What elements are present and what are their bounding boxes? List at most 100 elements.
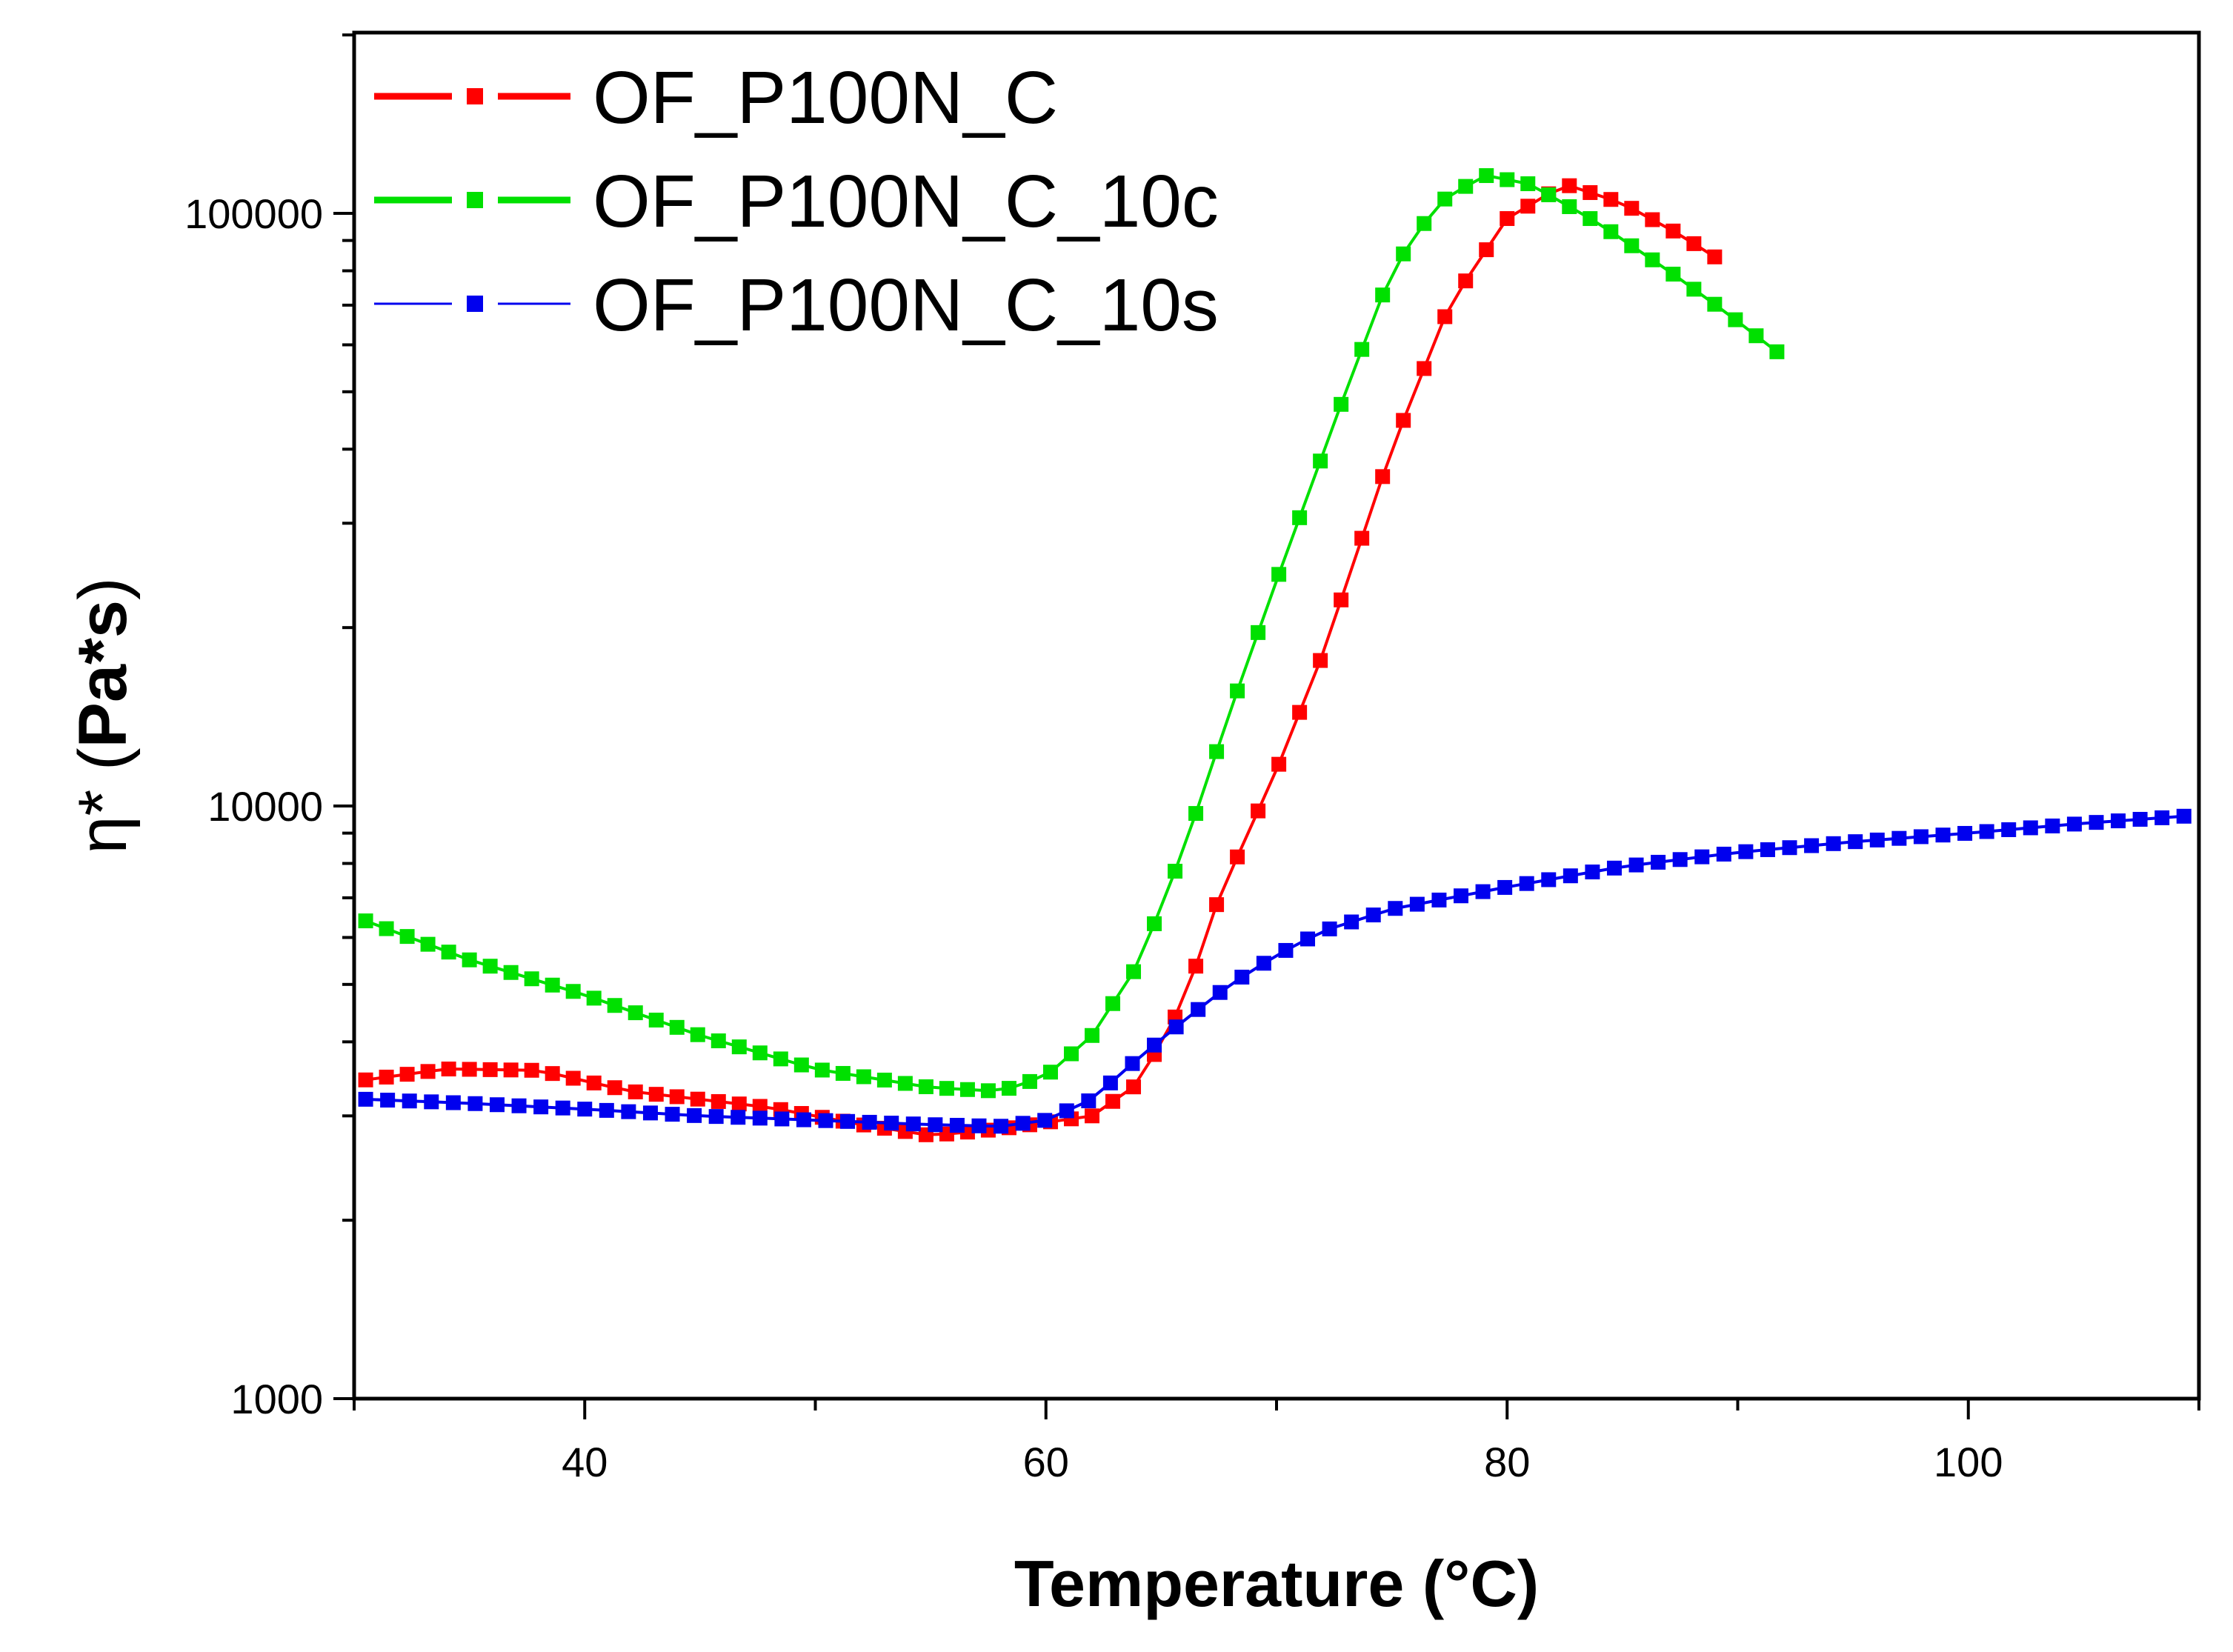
data-point: [918, 1079, 934, 1094]
legend-label: OF_P100N_C_10s: [593, 264, 1219, 347]
data-point: [565, 984, 581, 999]
x-axis-label: Temperature (°C): [1014, 1547, 1539, 1620]
data-point: [814, 1062, 830, 1078]
data-point: [1022, 1073, 1037, 1089]
data-point: [687, 1108, 702, 1123]
data-point: [358, 1091, 373, 1107]
data-point: [994, 1119, 1009, 1134]
data-point: [1334, 396, 1349, 412]
data-point: [793, 1057, 809, 1073]
data-point: [1651, 854, 1666, 870]
data-point: [1686, 236, 1702, 251]
data-point: [796, 1112, 811, 1128]
data-point: [1624, 238, 1640, 253]
data-point: [1645, 212, 1660, 227]
data-point: [467, 1096, 483, 1111]
data-point: [1665, 267, 1681, 282]
data-point: [1475, 884, 1491, 899]
data-point: [1168, 1019, 1184, 1035]
data-point: [1313, 653, 1328, 668]
data-point: [1417, 361, 1432, 376]
data-point: [2111, 813, 2126, 829]
data-point: [1125, 1056, 1140, 1071]
data-point: [1334, 592, 1349, 607]
data-point: [1520, 199, 1536, 214]
data-point: [511, 1098, 527, 1113]
data-point: [2023, 820, 2038, 836]
data-point: [1624, 201, 1640, 216]
ticks-layer: 40 60 80 100 1000 10000 100000: [184, 33, 2200, 1485]
data-point: [1606, 860, 1622, 876]
data-point: [928, 1117, 943, 1133]
data-point: [690, 1091, 705, 1107]
data-point: [445, 1095, 461, 1110]
data-point: [1292, 705, 1308, 720]
data-point: [1760, 842, 1775, 857]
data-point: [1375, 287, 1391, 303]
data-point: [2176, 808, 2192, 824]
data-point: [555, 1100, 570, 1116]
data-point: [897, 1076, 913, 1091]
data-point: [971, 1118, 987, 1133]
data-point: [462, 952, 477, 967]
data-point: [1645, 252, 1660, 267]
data-point: [731, 1110, 746, 1125]
data-point: [665, 1107, 680, 1122]
data-point: [1804, 838, 1820, 853]
data-point: [1322, 921, 1337, 936]
data-point: [2132, 811, 2148, 827]
data-point: [876, 1072, 892, 1088]
data-point: [1251, 625, 1266, 640]
data-point: [1891, 830, 1907, 846]
data-point: [1437, 191, 1453, 207]
data-point: [586, 990, 602, 1006]
data-point: [1935, 827, 1951, 843]
data-point: [621, 1104, 636, 1119]
data-point: [1437, 309, 1453, 324]
data-point: [690, 1027, 705, 1042]
data-point: [1458, 273, 1474, 289]
data-point: [1191, 1002, 1206, 1017]
data-point: [1479, 168, 1494, 184]
data-point: [1541, 872, 1557, 887]
data-point: [482, 959, 498, 974]
data-point: [1500, 211, 1515, 227]
legend-item: OF_P100N_C: [374, 56, 1058, 139]
data-point: [1396, 413, 1411, 428]
data-point: [1782, 840, 1797, 856]
data-point: [1409, 896, 1425, 912]
data-point: [1271, 567, 1287, 582]
data-point: [420, 1064, 436, 1079]
data-point: [1230, 849, 1245, 865]
data-point: [358, 913, 373, 929]
data-point: [905, 1116, 921, 1132]
data-point: [752, 1110, 768, 1126]
data-point: [1126, 964, 1142, 979]
data-point: [1957, 825, 1973, 841]
data-point: [818, 1113, 833, 1128]
data-point: [1375, 469, 1391, 484]
data-point: [1541, 187, 1557, 202]
data-point: [545, 1066, 560, 1082]
data-point: [1585, 865, 1600, 880]
data-point: [648, 1087, 664, 1102]
data-point: [1707, 249, 1723, 264]
data-point: [1365, 907, 1381, 923]
data-point: [1344, 914, 1360, 930]
data-point: [380, 1093, 396, 1108]
data-point: [669, 1019, 685, 1035]
legend-marker: [467, 192, 483, 208]
data-point: [420, 936, 436, 952]
y-axis-label-prefix: η* (: [65, 747, 141, 854]
data-point: [949, 1118, 965, 1133]
data-point: [489, 1097, 505, 1113]
data-point: [1672, 852, 1688, 867]
data-point: [1562, 178, 1577, 193]
data-point: [1147, 1037, 1162, 1053]
legend-label: OF_P100N_C_10c: [593, 160, 1219, 243]
series-2: [358, 168, 1785, 1099]
data-point: [1015, 1116, 1031, 1131]
data-point: [441, 1062, 456, 1077]
data-point: [1001, 1081, 1016, 1096]
data-point: [503, 1062, 519, 1078]
